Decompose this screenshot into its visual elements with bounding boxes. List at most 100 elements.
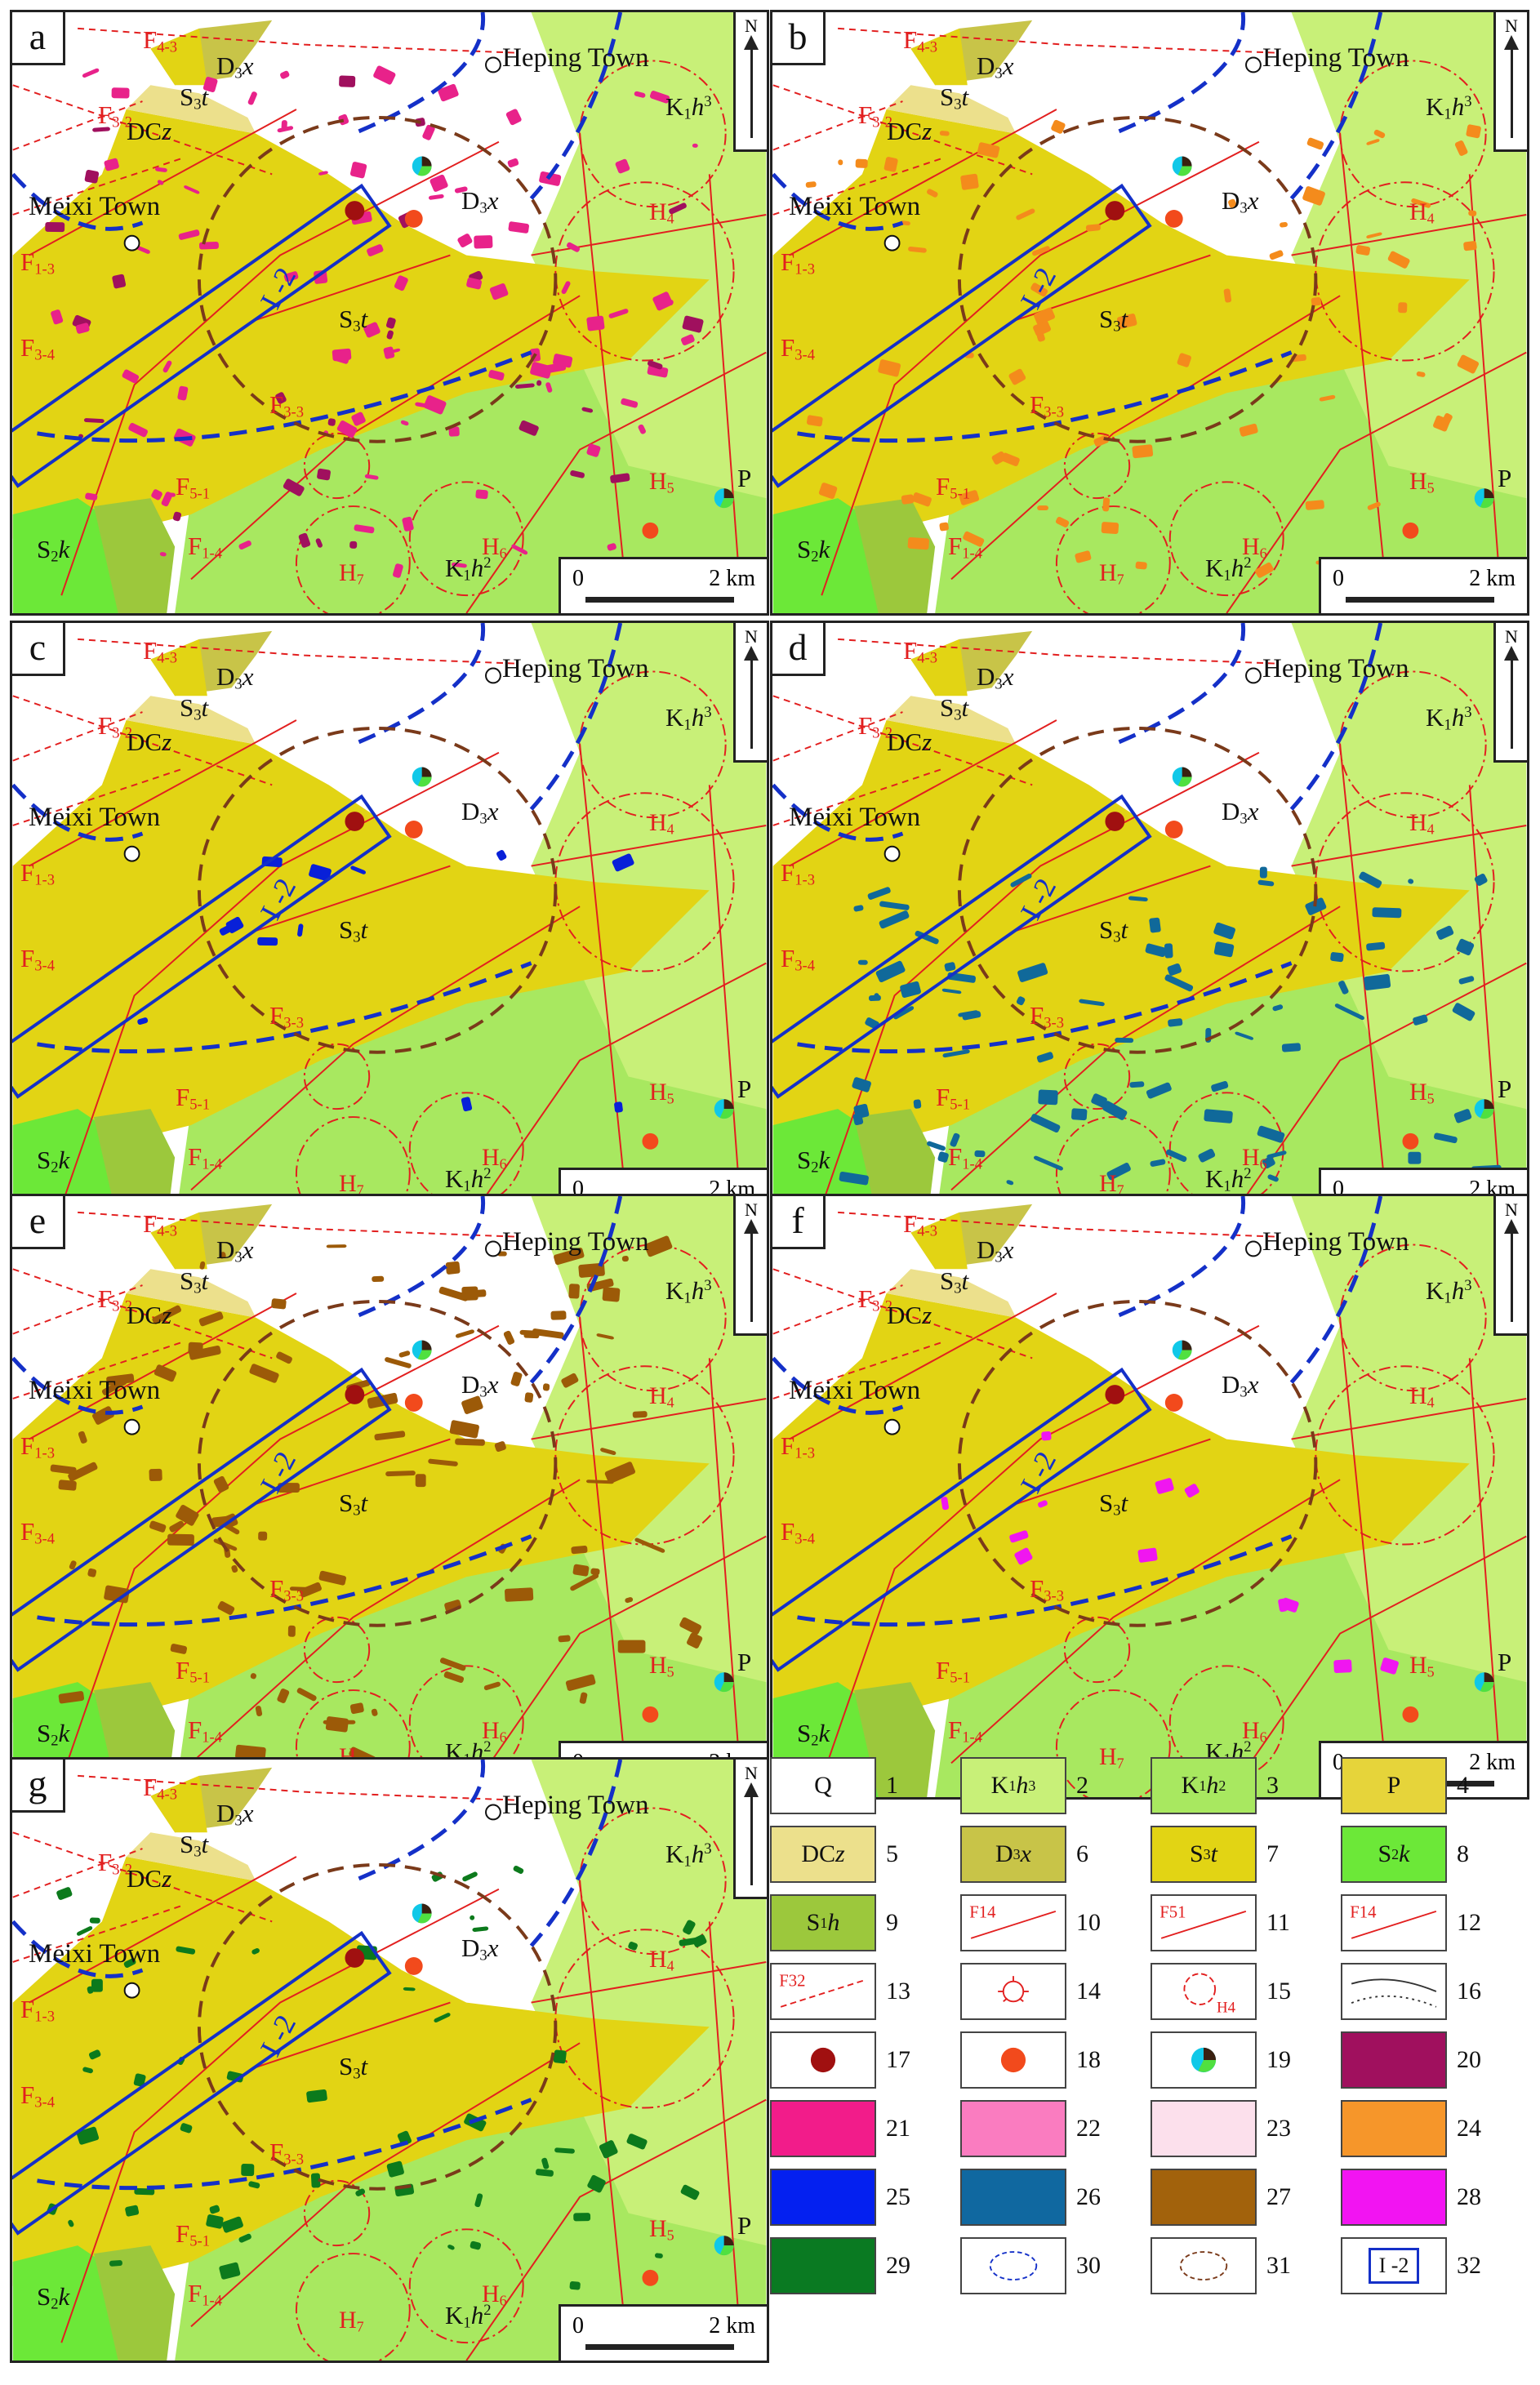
fault-line <box>256 1438 451 1505</box>
zone-label: H5 <box>649 2215 674 2244</box>
meixi-town-label: Meixi Town <box>789 192 921 221</box>
town-marker <box>883 845 901 862</box>
zone-h4 <box>579 60 727 208</box>
fault-label: F5-1 <box>936 472 971 503</box>
anomaly-patch <box>1416 371 1426 377</box>
unit-label: S3t <box>940 693 969 724</box>
pie-symbol <box>1172 156 1192 176</box>
anomaly-patch <box>1010 873 1032 888</box>
zone-h7 <box>1055 505 1171 613</box>
anomaly-patch <box>550 1310 567 1320</box>
fault-label: F1-3 <box>781 858 816 889</box>
meixi-town-label: Meixi Town <box>789 803 921 832</box>
zone-rect <box>12 794 392 1099</box>
geologic-map <box>772 1196 1527 1797</box>
anomaly-patch <box>374 1431 406 1441</box>
inferred-fault <box>12 711 143 762</box>
fault-label: F3-3 <box>269 2138 305 2169</box>
anomaly-patch <box>78 1431 87 1444</box>
zone-ring <box>303 1616 371 1684</box>
blue-boundary <box>37 1534 532 1627</box>
unit-label: K1h2 <box>445 554 492 585</box>
legend-number: 6 <box>1076 1840 1088 1867</box>
anomaly-patch <box>349 162 367 179</box>
anomaly-patch <box>1259 866 1267 879</box>
unit-s3t <box>12 720 710 1150</box>
anomaly-patch <box>68 2219 74 2227</box>
panel-letter: d <box>772 623 826 676</box>
unit-label: K1h2 <box>445 1164 492 1195</box>
anomaly-patch <box>1408 1151 1422 1164</box>
anomaly-patch <box>169 1520 185 1533</box>
anomaly-patch <box>679 1937 699 1947</box>
pie-symbol <box>714 2236 734 2256</box>
fault-line <box>708 1921 743 2361</box>
anomaly-patch <box>298 532 311 548</box>
anomaly-patch <box>565 1674 596 1691</box>
anomaly-patch <box>1319 394 1336 402</box>
inferred-fault <box>12 695 273 786</box>
anomaly-patch <box>692 143 698 148</box>
anomaly-patch <box>178 229 200 240</box>
anomaly-patch <box>513 1865 524 1874</box>
anomaly-patch <box>991 451 1007 465</box>
deposit-dot-dark <box>1105 812 1125 831</box>
legend-number: 11 <box>1266 1909 1290 1936</box>
anomaly-patch <box>1366 232 1382 239</box>
fault-line <box>708 785 743 1224</box>
unit-label: S2k <box>37 1146 70 1177</box>
anomaly-patch <box>628 1942 638 1951</box>
anomaly-patch <box>1262 1155 1275 1168</box>
unit-label: D3x <box>216 662 254 693</box>
deposit-dot-dark <box>1105 1385 1125 1404</box>
unit-label: K1h3 <box>665 1840 712 1871</box>
anomaly-patch <box>275 392 287 404</box>
deposit-dot-orange <box>404 210 423 228</box>
anomaly-patch <box>1255 562 1274 578</box>
unit-s3t-island <box>910 1212 968 1270</box>
anomaly-patch <box>1228 198 1237 208</box>
pie-symbol <box>412 767 432 787</box>
fault-label: F5-1 <box>176 2219 211 2250</box>
anomaly-patch <box>1102 497 1110 512</box>
anomaly-patch <box>586 1278 614 1293</box>
zone-label: H7 <box>339 559 364 588</box>
anomaly-patch <box>542 1383 550 1391</box>
anomaly-patch <box>530 362 552 379</box>
pie-symbol <box>714 488 734 509</box>
anomaly-patch <box>333 349 350 364</box>
anomaly-patch <box>960 173 979 190</box>
anomaly-patch <box>309 864 332 882</box>
anomaly-patch <box>428 194 444 200</box>
anomaly-patch <box>519 1329 537 1336</box>
zone-label: H7 <box>339 1170 364 1199</box>
anomaly-patch <box>235 1744 266 1761</box>
anomaly-patch <box>680 2184 700 2200</box>
anomaly-patch <box>349 1702 364 1715</box>
meixi-town-label: Meixi Town <box>29 192 161 221</box>
anomaly-patch <box>913 1099 922 1109</box>
svg-text:F14: F14 <box>969 1903 996 1921</box>
anomaly-patch <box>604 1462 636 1484</box>
fault-label: F4-3 <box>903 25 938 56</box>
fault-line <box>1291 1398 1527 1440</box>
inferred-fault <box>772 695 1033 786</box>
anomaly-patch <box>372 1275 385 1283</box>
anomaly-patch <box>927 189 938 198</box>
anomaly-patch <box>1338 981 1349 994</box>
pie-symbol <box>412 1903 432 1924</box>
inferred-fault <box>772 157 944 216</box>
anomaly-patch <box>1457 354 1480 374</box>
anomaly-patch <box>607 543 616 551</box>
anomaly-patch <box>536 2169 554 2177</box>
anomaly-patch <box>912 492 932 507</box>
fault-line <box>531 825 767 867</box>
anomaly-patch <box>514 383 535 389</box>
anomaly-patch <box>1453 1109 1472 1124</box>
legend-number: 7 <box>1266 1840 1279 1867</box>
anomaly-patch <box>1474 873 1488 886</box>
fault-label: F3-2 <box>98 711 133 742</box>
anomaly-patch <box>133 2073 146 2087</box>
